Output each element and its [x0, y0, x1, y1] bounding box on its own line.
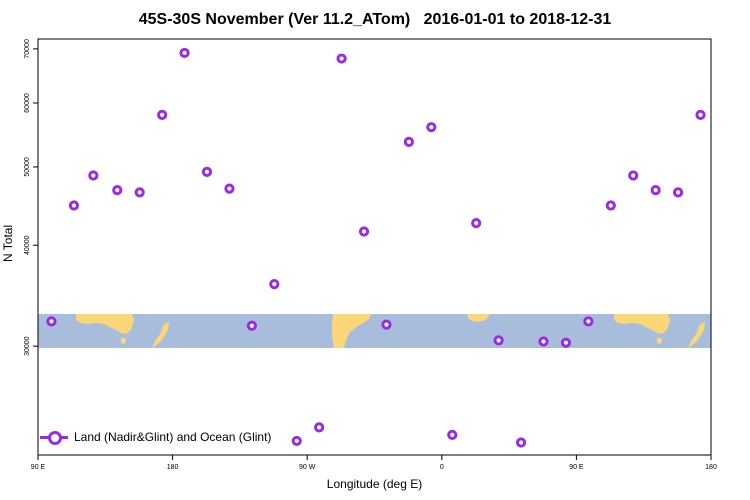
x-tick-label: 90 E — [31, 464, 46, 471]
data-point — [583, 316, 594, 327]
data-point — [358, 226, 370, 237]
legend-label: Land (Nadir&Glint) and Ocean (Glint) — [74, 430, 272, 444]
data-point — [628, 170, 639, 181]
land-tasmania — [657, 338, 662, 344]
data-point — [157, 109, 168, 120]
data-point — [426, 122, 437, 133]
plot-frame — [37, 38, 712, 456]
data-point — [381, 319, 392, 330]
chart-title: 45S-30S November (Ver 11.2_ATom) 2016-01… — [138, 11, 612, 28]
land-tasmania — [121, 338, 126, 344]
y-tick-label: 70000 — [24, 39, 31, 59]
data-point — [314, 422, 325, 433]
land-new-zealand — [152, 322, 169, 348]
data-point — [605, 200, 616, 211]
data-point — [46, 316, 57, 327]
x-tick-label: 90 W — [299, 464, 316, 471]
y-tick-label: 60000 — [24, 93, 31, 113]
data-point — [672, 187, 684, 198]
data-point — [112, 185, 123, 196]
y-tick-label: 30000 — [24, 336, 31, 356]
axes: 90 E 180 90 W 0 90 E 180 30000 40000 50000 60000 7… — [24, 38, 717, 471]
land-australia — [76, 314, 134, 334]
data-point — [471, 218, 482, 229]
land-africa — [467, 314, 490, 322]
data-point — [515, 437, 527, 448]
data-point — [493, 335, 504, 346]
data-point — [336, 53, 347, 64]
x-tick-label: 180 — [167, 464, 179, 471]
legend: Land (Nadir&Glint) and Ocean (Glint) — [40, 429, 271, 445]
y-tick-label: 40000 — [24, 235, 31, 255]
y-axis-label: N Total — [1, 224, 15, 262]
land-south-america — [332, 314, 372, 348]
data-point — [246, 320, 257, 331]
land-new-zealand — [688, 322, 705, 348]
data-point — [179, 47, 190, 59]
data-point — [224, 183, 235, 194]
x-axis-label: Longitude (deg E) — [326, 477, 423, 491]
legend-marker — [40, 430, 68, 445]
data-point — [447, 429, 458, 440]
x-tick-label: 0 — [440, 464, 444, 471]
data-points — [46, 47, 706, 448]
data-point — [201, 166, 213, 177]
data-point — [403, 136, 414, 147]
data-point — [291, 435, 302, 447]
data-point — [88, 170, 99, 181]
data-point — [134, 187, 145, 198]
land-australia — [614, 314, 670, 334]
data-point — [560, 337, 572, 348]
data-point — [269, 279, 280, 290]
data-point — [68, 200, 79, 211]
x-tick-label: 180 — [705, 464, 717, 471]
x-tick-label: 90 E — [569, 464, 584, 471]
world-map-strip — [38, 314, 711, 348]
data-point — [650, 185, 661, 196]
ocean-background — [38, 314, 711, 348]
y-tick-label: 50000 — [24, 157, 31, 177]
data-point — [695, 109, 706, 120]
data-point — [538, 336, 549, 347]
